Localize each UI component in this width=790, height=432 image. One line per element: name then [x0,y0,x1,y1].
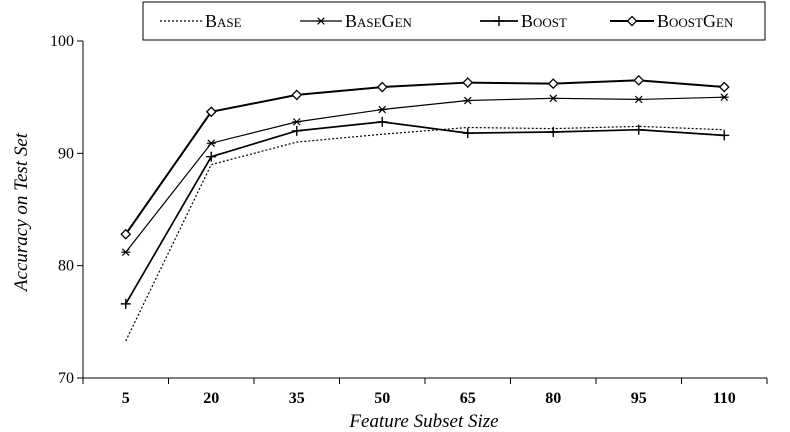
legend-label-basegen: BASEGEN [345,11,413,31]
asterisk-marker [316,17,326,25]
legend-entry-boost: BOOST [480,11,567,31]
legend: BASE BASEGEN BOOST BOOSTGEN [142,1,766,41]
data-point-boost [548,126,559,137]
series-line-basegen [125,96,725,253]
data-point-boost [120,298,131,309]
data-point-boostgen [633,74,645,86]
legend-entry-base: BASE [160,11,242,31]
x-tick-label: 80 [545,390,561,407]
x-tick-label: 50 [374,390,390,407]
series-line-base [125,125,725,342]
x-tick-label: 20 [203,390,219,407]
axes: 70 80 90 100 5 20 35 50 65 80 95 110 [50,33,768,407]
series-base [125,125,725,342]
legend-label-boost: BOOST [521,11,567,31]
data-point-basegen [719,93,729,101]
data-point-basegen [121,248,131,256]
data-point-basegen [634,95,644,104]
x-tick-label: 110 [713,390,736,407]
y-tick-label: 100 [50,33,74,50]
legend-box [142,1,766,41]
data-point-boostgen [718,81,730,93]
data-point-basegen [377,105,387,114]
series-line-boost [125,121,725,305]
data-point-boost [719,130,730,141]
series-boostgen [120,74,730,240]
data-point-boostgen [120,228,132,240]
series-line-boostgen [124,79,725,235]
data-point-boostgen [547,78,559,90]
data-point-basegen [292,118,302,126]
diamond-marker [626,15,638,27]
x-tick-label: 5 [122,390,130,407]
data-point-boostgen [205,106,217,118]
y-tick-label: 70 [58,370,74,387]
data-point-boost [291,125,302,136]
x-axis-title: Feature Subset Size [348,411,498,432]
data-point-basegen [548,94,558,103]
data-point-basegen [206,139,216,148]
legend-entry-basegen: BASEGEN [300,11,413,31]
legend-label-boostgen: BOOSTGEN [657,11,734,31]
data-point-boostgen [376,81,388,93]
x-tick-label: 35 [289,390,305,407]
plus-marker [494,16,504,26]
x-tick-label: 95 [631,390,647,407]
data-point-boost [377,116,388,127]
x-tick-label: 65 [460,390,476,407]
legend-label-base: BASE [205,11,242,31]
y-axis-title: Accuracy on Test Set [11,132,32,293]
data-point-basegen [463,96,473,105]
data-point-boost [633,124,644,135]
data-point-boost [462,128,473,139]
series-layer [120,74,730,342]
series-basegen [121,93,729,256]
series-boost [120,116,730,309]
data-point-boostgen [462,77,474,88]
y-tick-label: 90 [58,145,74,162]
y-tick-label: 80 [58,258,74,275]
data-point-boostgen [291,89,303,101]
data-point-boost [206,151,217,162]
legend-entry-boostgen: BOOSTGEN [610,11,734,31]
